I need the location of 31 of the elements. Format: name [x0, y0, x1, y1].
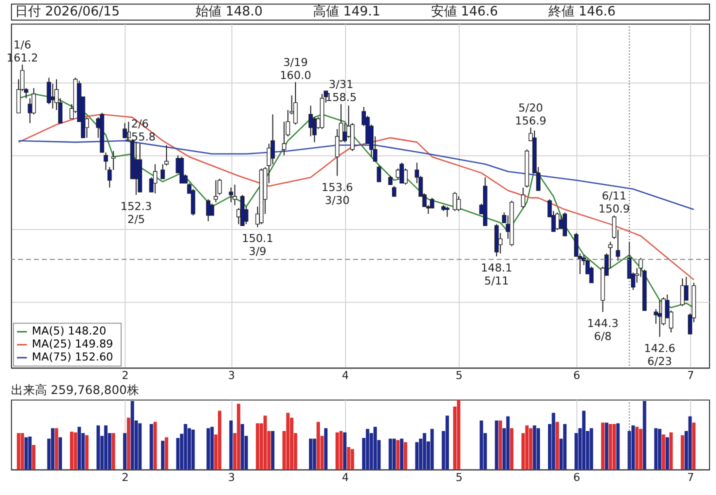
annotation: 3/19 160.0 — [280, 56, 312, 82]
text: 始値 148.0 — [195, 4, 263, 20]
x-tick-label: 7 — [687, 369, 694, 382]
text: 日付 2026/06/15 — [14, 4, 120, 20]
chart-title: 出来高 259,768,800株 — [10, 383, 139, 398]
annotation: 3/31 158.5 — [325, 78, 357, 104]
annotation: 142.6 6/23 — [644, 342, 676, 368]
x-tick-label: 7 — [687, 470, 694, 484]
annotation: 148.1 5/11 — [480, 261, 512, 288]
legend-label: MA(5) 148.20 — [32, 324, 106, 338]
text: 高値 149.1 — [313, 4, 380, 20]
x-tick-label: 2 — [122, 369, 129, 382]
x-tick-label: 5 — [456, 470, 463, 484]
x-tick-label: 6 — [573, 470, 580, 484]
annotation: 5/20 156.9 — [515, 102, 546, 128]
text: 安値 146.6 — [430, 4, 498, 20]
annotation: 144.3 6/8 — [587, 316, 619, 343]
annotation: 150.1 3/9 — [242, 232, 274, 258]
annotation: 152.3 2/5 — [120, 200, 152, 226]
annotation: 6/11 150.9 — [598, 189, 630, 216]
x-tick-label: 4 — [342, 470, 349, 484]
legend-label: MA(75) 152.60 — [32, 350, 114, 364]
x-tick-label: 2 — [122, 470, 129, 484]
x-tick-label: 5 — [456, 369, 463, 382]
annotation: 153.6 3/30 — [322, 180, 353, 207]
x-tick-label: 6 — [573, 369, 580, 382]
text: 終値 146.6 — [547, 4, 616, 20]
x-tick-label: 4 — [342, 369, 349, 382]
legend-label: MA(25) 149.89 — [32, 338, 114, 351]
x-tick-label: 3 — [228, 369, 236, 382]
x-tick-label: 3 — [228, 470, 236, 484]
